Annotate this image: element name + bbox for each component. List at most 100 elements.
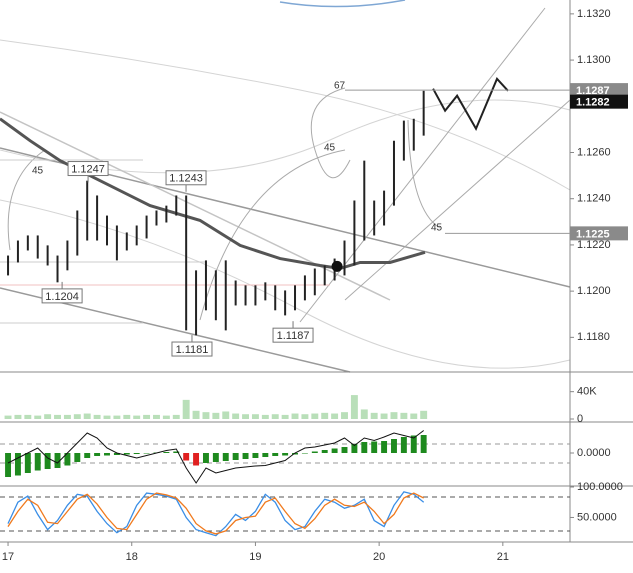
- macd-bar: [133, 453, 140, 454]
- channel-line: [344, 99, 571, 301]
- volume-bar: [192, 410, 200, 419]
- macd-bar: [94, 453, 101, 456]
- volume-bar: [420, 410, 428, 419]
- macd-bar: [64, 453, 71, 466]
- macd-bar: [341, 447, 348, 453]
- volume-bar: [360, 409, 368, 419]
- volume-bar: [380, 413, 388, 419]
- volume-bar: [133, 415, 141, 419]
- callout-box: [171, 341, 213, 357]
- volume-bar: [202, 412, 210, 419]
- macd-bar: [54, 453, 61, 468]
- price-badge-label: 1.1282: [576, 97, 610, 109]
- macd-bar: [272, 453, 279, 456]
- volume-bar: [14, 414, 22, 419]
- volume-bar: [390, 412, 398, 419]
- macd-bar: [311, 451, 318, 453]
- angle-arc: [7, 149, 46, 251]
- macd-bar: [5, 453, 12, 477]
- volume-bar: [212, 412, 220, 419]
- macd-bar: [24, 453, 31, 473]
- macd-bar: [173, 451, 180, 453]
- macd-bar: [123, 453, 130, 455]
- macd-bar: [202, 453, 209, 463]
- callout-label: 1.1243: [169, 173, 203, 185]
- x-tick-label: 17: [2, 551, 14, 563]
- macd-bar: [222, 453, 229, 461]
- macd-bar: [351, 444, 358, 453]
- macd-bar: [84, 453, 91, 458]
- volume-bar: [301, 414, 309, 419]
- callout-label: 1.1247: [71, 163, 105, 175]
- macd-bar: [262, 453, 269, 457]
- price-badge: [570, 94, 628, 109]
- band-curve: [0, 199, 571, 369]
- x-tick-label: 20: [373, 551, 385, 563]
- macd-bar: [391, 439, 397, 453]
- moving-average: [0, 117, 426, 271]
- macd-bar: [361, 442, 368, 453]
- volume-bar: [331, 413, 339, 419]
- callout-label: 1.1181: [176, 344, 209, 356]
- x-tick-label: 21: [497, 551, 509, 563]
- macd-bar: [212, 453, 219, 462]
- angle-arc: [310, 87, 351, 179]
- y-tick-label: 1.1200: [577, 285, 611, 297]
- macd-bar: [193, 453, 200, 466]
- macd-bar: [143, 453, 150, 454]
- angle-label: 45: [431, 223, 443, 234]
- volume-bar: [271, 414, 279, 419]
- macd-bar: [371, 441, 378, 453]
- y-tick-label: 0: [577, 413, 583, 425]
- callout-box: [272, 327, 314, 343]
- macd-bar: [292, 453, 298, 455]
- volume-bar: [34, 415, 42, 419]
- volume-bar: [4, 415, 12, 419]
- callout-box: [165, 170, 207, 186]
- volume-bar: [222, 411, 230, 419]
- volume-bar: [113, 415, 121, 419]
- y-tick-label: 50.0000: [577, 511, 617, 523]
- volume-bar: [251, 414, 259, 419]
- angle-arc: [407, 119, 441, 229]
- macd-bar: [44, 453, 51, 469]
- price-badge: [570, 226, 628, 241]
- volume-bar: [311, 413, 319, 419]
- macd-bar: [410, 435, 417, 453]
- volume-bar: [350, 395, 358, 419]
- volume-bar: [54, 414, 61, 419]
- y-tick-label: 1.1220: [577, 239, 611, 251]
- y-tick-label: 1.1180: [577, 331, 610, 343]
- x-tick-label: 19: [249, 551, 261, 563]
- volume-bar: [172, 414, 180, 419]
- band-curve: [0, 99, 571, 174]
- volume-bar: [24, 414, 32, 419]
- macd-bar: [163, 452, 170, 453]
- angle-label: 45: [32, 166, 44, 177]
- volume-bar: [291, 413, 299, 419]
- macd-bar: [321, 450, 328, 453]
- y-tick-label: 40K: [577, 386, 597, 398]
- volume-bar: [182, 399, 190, 419]
- callout-box: [41, 288, 83, 304]
- macd-bar: [252, 453, 259, 458]
- price-badge-label: 1.1287: [576, 85, 610, 97]
- stochastic-line: [7, 491, 425, 537]
- marker: [331, 260, 343, 272]
- callout-box: [67, 161, 109, 177]
- projection-line: [432, 76, 509, 131]
- volume-bar: [321, 412, 329, 419]
- volume-bar: [153, 414, 160, 419]
- y-tick-label: 0.0000: [577, 447, 611, 459]
- macd-bar: [282, 453, 289, 456]
- macd-bar: [104, 453, 110, 456]
- angle-label: 45: [324, 143, 336, 154]
- macd-bar: [74, 453, 81, 462]
- macd-bar: [381, 441, 388, 453]
- band-curve: [279, 0, 406, 8]
- volume-bar: [93, 414, 101, 419]
- volume-bar: [83, 413, 91, 419]
- volume-bar: [400, 412, 408, 419]
